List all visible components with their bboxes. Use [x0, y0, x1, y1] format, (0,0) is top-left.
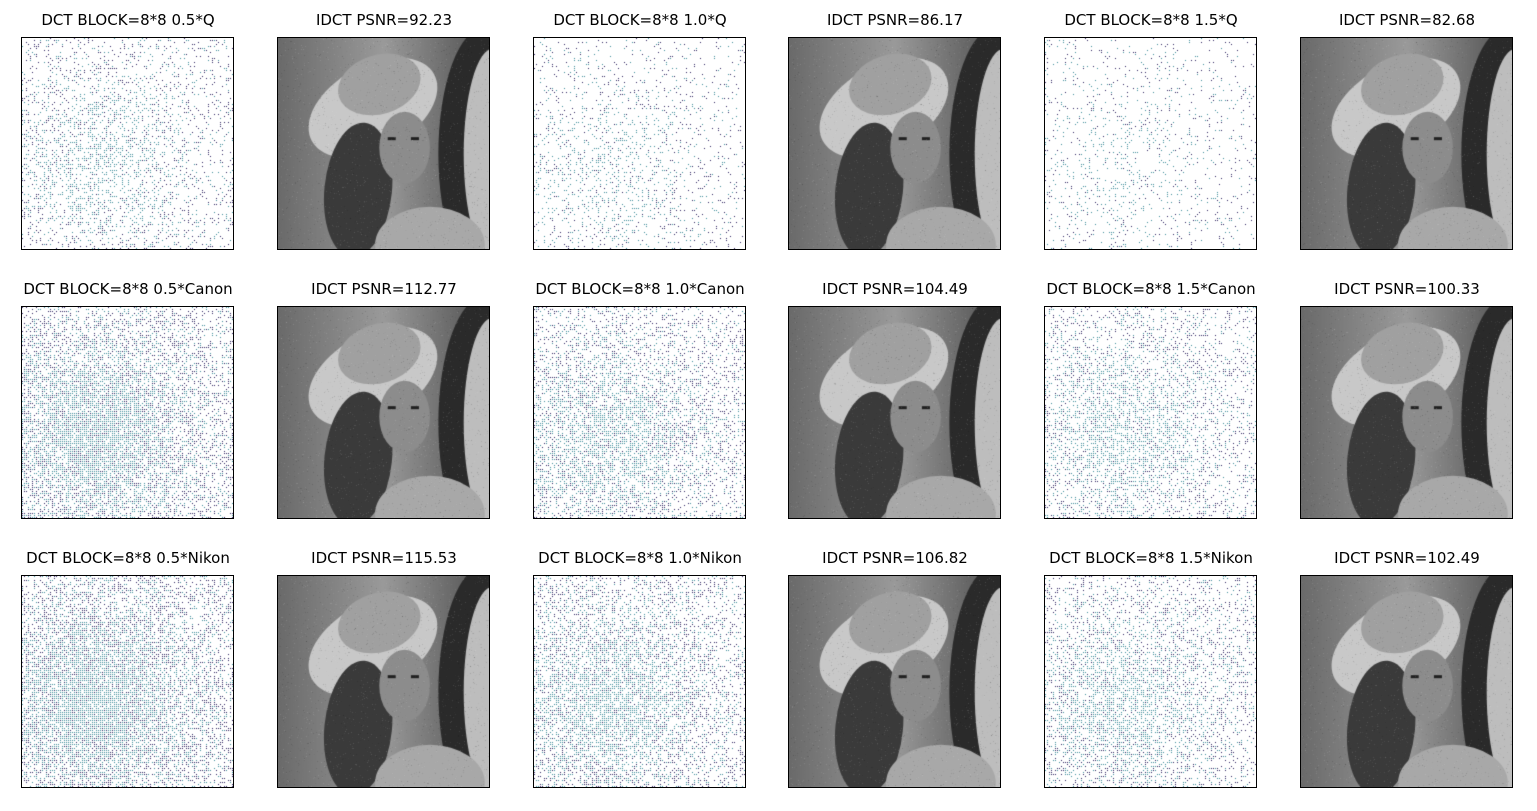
dct-panel: DCT BLOCK=8*8 1.0*Nikon — [512, 549, 768, 809]
reconstructed-image — [277, 575, 490, 788]
panel-title: IDCT PSNR=100.33 — [1334, 280, 1480, 298]
reconstructed-image — [277, 37, 490, 250]
panel-title: IDCT PSNR=106.82 — [822, 549, 968, 567]
dct-scatter-canvas — [22, 576, 233, 787]
dct-panel: DCT BLOCK=8*8 1.0*Q — [512, 11, 768, 271]
idct-panel: IDCT PSNR=104.49 — [767, 280, 1023, 540]
photo-canvas — [278, 307, 489, 518]
idct-panel: IDCT PSNR=86.17 — [767, 11, 1023, 271]
dct-coefficient-plot — [1044, 37, 1257, 250]
dct-scatter-canvas — [22, 307, 233, 518]
idct-panel: IDCT PSNR=115.53 — [256, 549, 512, 809]
panel-title: IDCT PSNR=86.17 — [826, 11, 964, 29]
reconstructed-image — [788, 37, 1001, 250]
panel-title: DCT BLOCK=8*8 1.0*Nikon — [538, 549, 742, 567]
idct-panel: IDCT PSNR=112.77 — [256, 280, 512, 540]
dct-scatter-canvas — [534, 307, 745, 518]
panel-title: IDCT PSNR=92.23 — [315, 11, 453, 29]
dct-scatter-canvas — [1045, 38, 1256, 249]
panel-title: DCT BLOCK=8*8 0.5*Canon — [23, 280, 233, 298]
panel-title: DCT BLOCK=8*8 0.5*Nikon — [26, 549, 230, 567]
reconstructed-image — [1300, 306, 1513, 519]
photo-canvas — [789, 38, 1000, 249]
idct-panel: IDCT PSNR=82.68 — [1279, 11, 1535, 271]
reconstructed-image — [788, 306, 1001, 519]
dct-panel: DCT BLOCK=8*8 0.5*Canon — [0, 280, 256, 540]
dct-coefficient-plot — [1044, 575, 1257, 788]
panel-title: DCT BLOCK=8*8 0.5*Q — [41, 11, 215, 29]
dct-panel: DCT BLOCK=8*8 1.5*Nikon — [1023, 549, 1279, 809]
dct-coefficient-plot — [1044, 306, 1257, 519]
idct-panel: IDCT PSNR=100.33 — [1279, 280, 1535, 540]
panel-title: IDCT PSNR=112.77 — [311, 280, 457, 298]
panel-title: IDCT PSNR=104.49 — [822, 280, 968, 298]
dct-coefficient-plot — [533, 306, 746, 519]
idct-panel: IDCT PSNR=92.23 — [256, 11, 512, 271]
photo-canvas — [1301, 576, 1512, 787]
dct-panel: DCT BLOCK=8*8 1.0*Canon — [512, 280, 768, 540]
dct-scatter-canvas — [534, 576, 745, 787]
photo-canvas — [278, 38, 489, 249]
reconstructed-image — [1300, 37, 1513, 250]
panel-title: DCT BLOCK=8*8 1.0*Q — [553, 11, 727, 29]
panel-title: IDCT PSNR=82.68 — [1338, 11, 1476, 29]
idct-panel: IDCT PSNR=102.49 — [1279, 549, 1535, 809]
dct-coefficient-plot — [21, 575, 234, 788]
dct-scatter-canvas — [22, 38, 233, 249]
dct-panel: DCT BLOCK=8*8 1.5*Canon — [1023, 280, 1279, 540]
dct-coefficient-plot — [21, 306, 234, 519]
panel-title: DCT BLOCK=8*8 1.0*Canon — [535, 280, 745, 298]
panel-title: DCT BLOCK=8*8 1.5*Nikon — [1049, 549, 1253, 567]
panel-title: DCT BLOCK=8*8 1.5*Q — [1064, 11, 1238, 29]
dct-scatter-canvas — [1045, 576, 1256, 787]
dct-coefficient-plot — [21, 37, 234, 250]
reconstructed-image — [1300, 575, 1513, 788]
photo-canvas — [278, 576, 489, 787]
dct-scatter-canvas — [534, 38, 745, 249]
dct-scatter-canvas — [1045, 307, 1256, 518]
dct-coefficient-plot — [533, 37, 746, 250]
dct-panel: DCT BLOCK=8*8 0.5*Nikon — [0, 549, 256, 809]
reconstructed-image — [277, 306, 490, 519]
photo-canvas — [789, 307, 1000, 518]
panel-title: IDCT PSNR=115.53 — [311, 549, 457, 567]
panel-title: DCT BLOCK=8*8 1.5*Canon — [1046, 280, 1256, 298]
photo-canvas — [1301, 38, 1512, 249]
dct-panel: DCT BLOCK=8*8 1.5*Q — [1023, 11, 1279, 271]
dct-coefficient-plot — [533, 575, 746, 788]
reconstructed-image — [788, 575, 1001, 788]
photo-canvas — [789, 576, 1000, 787]
idct-panel: IDCT PSNR=106.82 — [767, 549, 1023, 809]
photo-canvas — [1301, 307, 1512, 518]
panel-title: IDCT PSNR=102.49 — [1334, 549, 1480, 567]
dct-panel: DCT BLOCK=8*8 0.5*Q — [0, 11, 256, 271]
